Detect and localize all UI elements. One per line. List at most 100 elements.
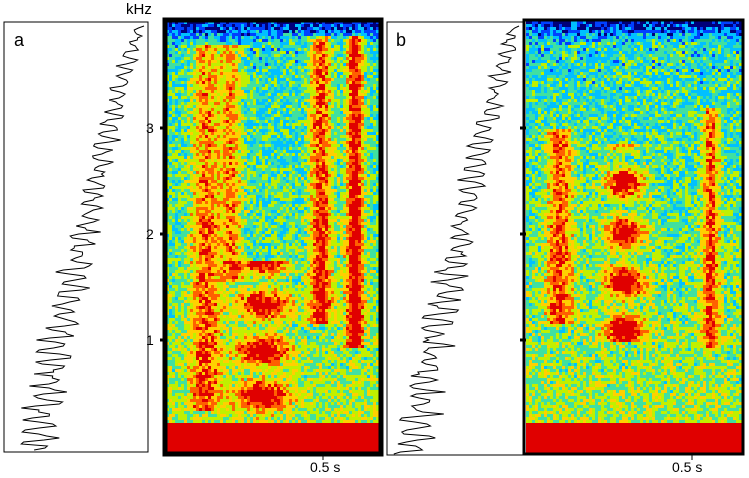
spectrogram-cell	[190, 63, 194, 67]
spectrogram-cell	[253, 114, 257, 118]
spectrogram-cell	[283, 63, 287, 67]
spectrogram-cell	[286, 186, 290, 190]
spectrogram-cell	[298, 69, 302, 73]
spectrogram-cell	[238, 51, 242, 55]
spectrogram-cell	[217, 204, 221, 208]
spectrogram-cell	[205, 174, 209, 178]
spectrogram-cell	[274, 204, 278, 208]
spectrogram-cell	[181, 90, 185, 94]
spectrogram-cell	[256, 153, 260, 157]
spectrogram-cell	[226, 27, 230, 31]
spectrogram-cell	[247, 123, 251, 127]
spectrogram-cell	[301, 207, 305, 211]
spectrogram-cell	[364, 39, 368, 43]
spectrogram-cell	[343, 105, 347, 109]
spectrogram-cell	[280, 39, 284, 43]
spectrogram-cell	[334, 222, 338, 226]
spectrogram-cell	[292, 198, 296, 202]
spectrogram-cell	[172, 42, 176, 46]
spectrogram-cell	[337, 36, 341, 40]
spectrogram-cell	[172, 24, 176, 28]
spectrogram-cell	[229, 165, 233, 169]
spectrogram-cell	[238, 174, 242, 178]
spectrogram-cell	[187, 210, 191, 214]
spectrogram-cell	[184, 120, 188, 124]
spectrogram-cell	[187, 222, 191, 226]
spectrogram-cell	[223, 225, 227, 229]
spectrogram-cell	[262, 120, 266, 124]
spectrogram-cell	[232, 42, 236, 46]
spectrogram-cell	[193, 144, 197, 148]
spectrogram-cell	[370, 189, 374, 193]
spectrogram-cell	[355, 39, 359, 43]
spectrogram-cell	[319, 108, 323, 112]
spectrogram-cell	[319, 168, 323, 172]
spectrogram-cell	[283, 123, 287, 127]
spectrogram-cell	[373, 177, 377, 181]
spectrogram-cell	[307, 111, 311, 115]
spectrogram-cell	[361, 72, 365, 76]
spectrogram-cell	[223, 186, 227, 190]
spectrogram-cell	[343, 33, 347, 37]
spectrogram-cell	[364, 126, 368, 130]
spectrogram-cell	[334, 210, 338, 214]
spectrogram-cell	[352, 126, 356, 130]
spectrogram-cell	[316, 204, 320, 208]
spectrogram-cell	[274, 201, 278, 205]
spectrogram-cell	[226, 87, 230, 91]
spectrogram-cell	[301, 66, 305, 70]
spectrogram-cell	[331, 183, 335, 187]
spectrogram-cell	[268, 174, 272, 178]
spectrogram-cell	[271, 219, 275, 223]
spectrogram-cell	[202, 54, 206, 58]
spectrogram-cell	[355, 54, 359, 58]
spectrogram-cell	[277, 159, 281, 163]
spectrogram-cell	[358, 207, 362, 211]
spectrogram-cell	[349, 168, 353, 172]
spectrogram-cell	[259, 144, 263, 148]
spectrogram-cell	[289, 138, 293, 142]
spectrogram-cell	[262, 75, 266, 79]
spectrogram-cell	[211, 201, 215, 205]
spectrogram-cell	[319, 207, 323, 211]
spectrogram-cell	[340, 192, 344, 196]
spectrogram-cell	[322, 198, 326, 202]
spectrogram-cell	[199, 114, 203, 118]
spectrogram-cell	[313, 171, 317, 175]
spectrogram-cell	[319, 162, 323, 166]
spectrogram-cell	[220, 33, 224, 37]
spectrogram-cell	[223, 192, 227, 196]
spectrogram-cell	[313, 45, 317, 49]
spectrogram-cell	[193, 201, 197, 205]
spectrogram-cell	[340, 42, 344, 46]
spectrogram-cell	[346, 159, 350, 163]
spectrogram-cell	[307, 222, 311, 226]
spectrogram-cell	[349, 39, 353, 43]
spectrogram-cell	[214, 99, 218, 103]
spectrogram-cell	[208, 99, 212, 103]
spectrogram-cell	[262, 156, 266, 160]
spectrogram-cell	[262, 186, 266, 190]
spectrogram-cell	[244, 39, 248, 43]
spectrogram-cell	[265, 168, 269, 172]
spectrogram-cell	[250, 156, 254, 160]
spectrogram-cell	[337, 213, 341, 217]
spectrogram-cell	[298, 66, 302, 70]
spectrogram-cell	[373, 123, 377, 127]
spectrogram-cell	[367, 96, 371, 100]
spectrogram-cell	[364, 204, 368, 208]
spectrogram-cell	[265, 216, 269, 220]
spectrogram-cell	[181, 66, 185, 70]
spectrogram-cell	[247, 48, 251, 52]
spectrogram-cell	[253, 78, 257, 82]
spectrogram-cell	[226, 90, 230, 94]
spectrogram-cell	[316, 177, 320, 181]
spectrogram-cell	[199, 186, 203, 190]
spectrogram-cell	[196, 201, 200, 205]
spectrogram-cell	[292, 39, 296, 43]
spectrogram-cell	[352, 177, 356, 181]
spectrogram-cell	[328, 57, 332, 61]
spectrogram-cell	[232, 207, 236, 211]
spectrogram-cell	[181, 96, 185, 100]
spectrogram-cell	[337, 144, 341, 148]
